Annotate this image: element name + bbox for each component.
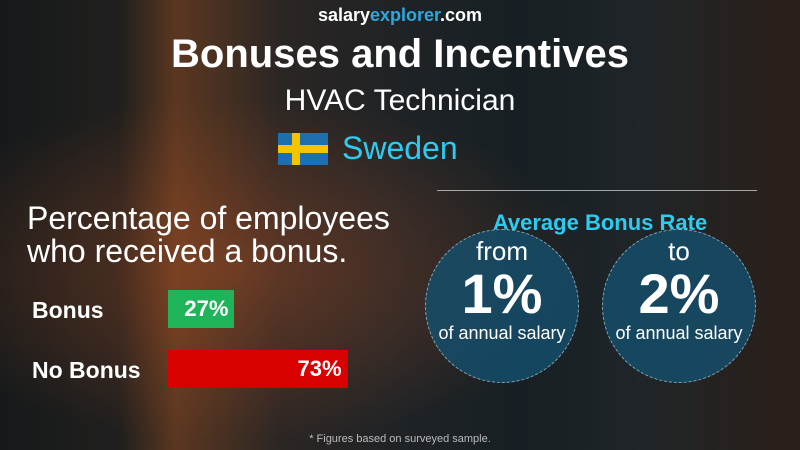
sweden-flag-icon	[278, 132, 328, 165]
no-bonus-label: No Bonus	[32, 357, 141, 383]
logo-salary: salary	[317, 5, 370, 25]
divider	[437, 190, 757, 191]
job-title: HVAC Technician	[284, 84, 516, 117]
to-label: to	[668, 236, 690, 266]
country: Sweden	[278, 130, 458, 167]
from-label: from	[476, 236, 528, 266]
logo-com: .com	[440, 5, 483, 25]
page-title: Bonuses and Incentives	[171, 32, 629, 76]
footnote: * Figures based on surveyed sample.	[309, 433, 491, 445]
bonus-value-label: 27%	[184, 296, 229, 321]
bonus-bar: 27%	[168, 290, 235, 328]
logo-explorer: explorer	[370, 5, 441, 25]
percentage-heading: Percentage of employees who received a bo…	[27, 202, 390, 268]
no-bonus-value-label: 73%	[297, 356, 342, 381]
to-subtext: of annual salary	[615, 323, 743, 343]
to-value: 2%	[638, 262, 720, 325]
from-subtext: of annual salary	[438, 323, 566, 343]
from-circle: from 1% of annual salary	[425, 229, 579, 383]
heading-line-1: Percentage of employees	[27, 200, 390, 236]
no-bonus-bar: 73%	[168, 350, 348, 388]
logo: salaryexplorer.com	[0, 5, 800, 26]
to-circle: to 2% of annual salary	[602, 229, 756, 383]
bonus-label: Bonus	[32, 297, 104, 323]
country-name: Sweden	[342, 130, 458, 166]
heading-line-2: who received a bonus.	[27, 233, 348, 269]
from-value: 1%	[461, 262, 543, 325]
